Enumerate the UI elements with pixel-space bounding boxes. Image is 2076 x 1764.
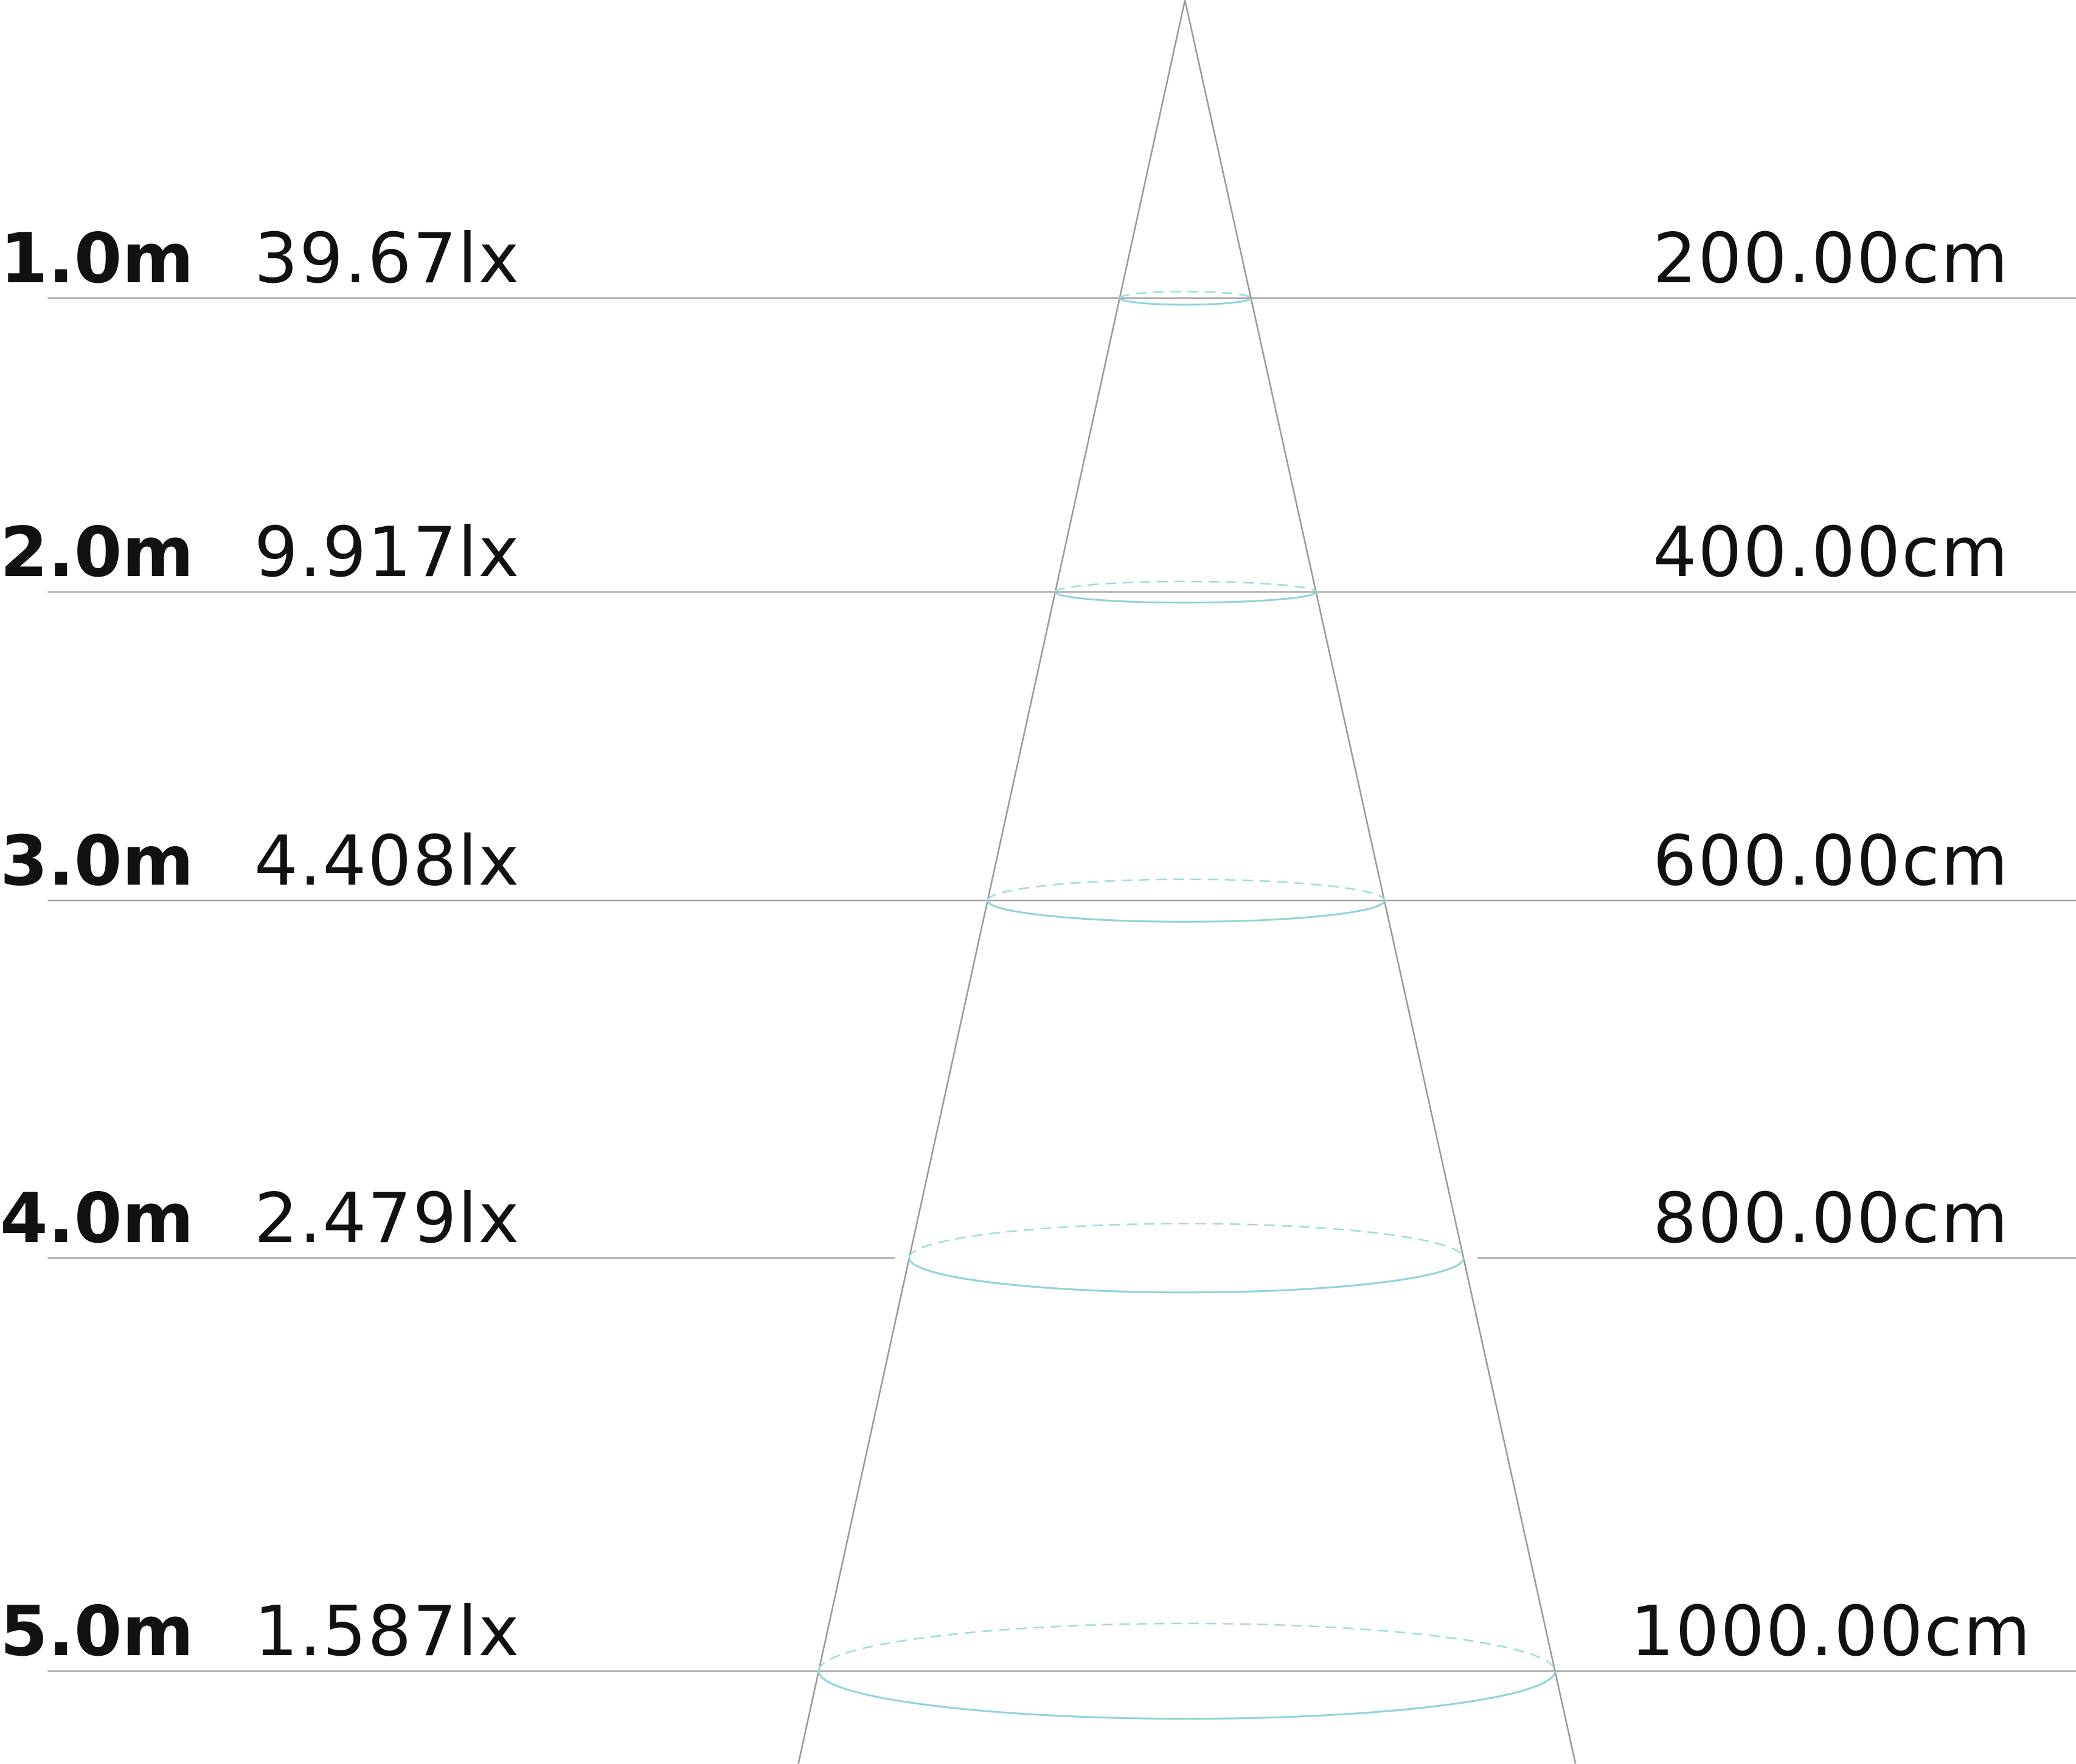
beam-ellipse-front xyxy=(987,900,1386,923)
beam-ellipse-back xyxy=(987,878,1386,901)
illuminance-label: 2.479lx xyxy=(254,1178,521,1259)
distance-label: 4.0m xyxy=(0,1178,193,1259)
illuminance-label: 1.587lx xyxy=(254,1591,521,1672)
distance-label: 1.0m xyxy=(0,218,193,299)
cone-edge xyxy=(797,0,1186,1764)
diameter-label: 400.00cm xyxy=(1653,512,2009,592)
beam-ellipse-back xyxy=(1119,290,1252,299)
diameter-label: 600.00cm xyxy=(1653,821,2009,901)
diameter-label: 800.00cm xyxy=(1653,1178,2009,1259)
beam-ellipse-back xyxy=(1054,580,1317,592)
beam-ellipse-front xyxy=(1054,591,1317,604)
distance-label: 5.0m xyxy=(0,1591,193,1672)
beam-ellipse-back xyxy=(818,1622,1556,1672)
diameter-label: 1000.00cm xyxy=(1630,1591,2032,1672)
beam-ellipse-back xyxy=(908,1223,1465,1259)
illuminance-label: 4.408lx xyxy=(254,821,521,901)
distance-label: 3.0m xyxy=(0,821,193,901)
diameter-label: 200.00cm xyxy=(1653,218,2009,299)
cone-edge xyxy=(1184,0,1577,1764)
illuminance-label: 9.917lx xyxy=(254,512,521,592)
beam-ellipse-front xyxy=(908,1258,1465,1294)
beam-ellipse-front xyxy=(1119,297,1252,306)
illuminance-label: 39.67lx xyxy=(254,218,521,299)
distance-label: 2.0m xyxy=(0,512,193,592)
beam-ellipse-front xyxy=(818,1671,1557,1720)
